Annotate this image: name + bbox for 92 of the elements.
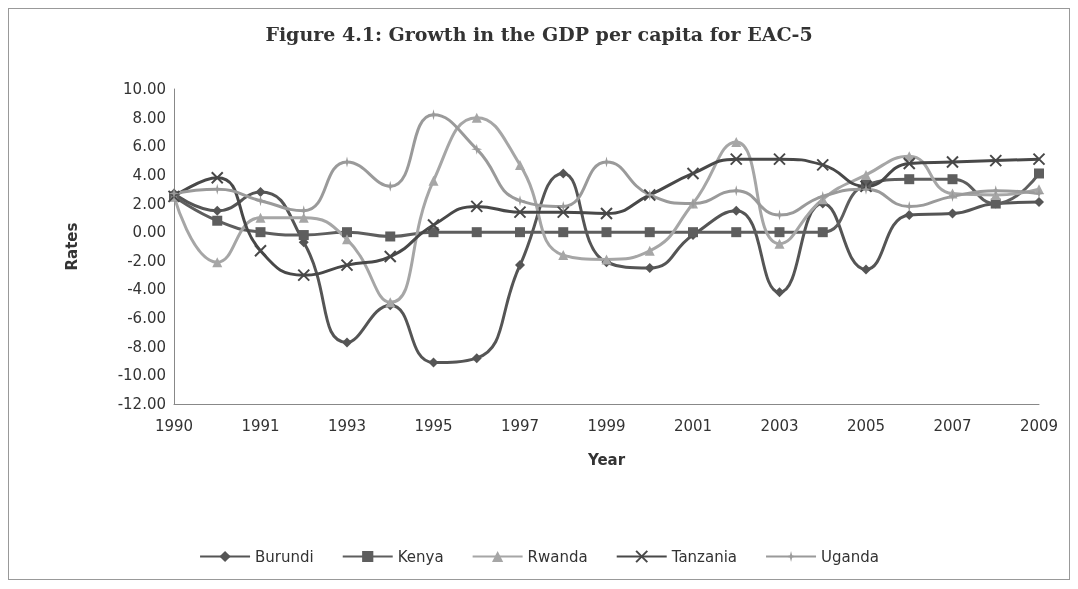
x-tick-label: 1995: [414, 416, 453, 435]
point: [255, 227, 266, 238]
legend-label: Kenya: [397, 547, 444, 566]
point: [515, 159, 525, 170]
y-tick-label: -8.00: [127, 337, 166, 356]
x-tick-label: 1997: [500, 416, 540, 435]
point: [298, 212, 309, 223]
x-tick-label: 1999: [587, 416, 626, 435]
legend-label: Rwanda: [527, 547, 588, 566]
point: [514, 195, 526, 207]
point: [601, 227, 612, 238]
point: [212, 257, 223, 268]
y-tick-label: -10.00: [117, 366, 166, 385]
point: [774, 287, 785, 298]
point: [686, 166, 700, 180]
point: [902, 156, 916, 170]
point: [383, 250, 397, 264]
point: [558, 227, 569, 238]
point: [556, 205, 570, 219]
point: [600, 207, 613, 221]
point: [471, 143, 483, 155]
point: [297, 268, 311, 282]
point: [947, 174, 958, 185]
point: [904, 174, 915, 185]
y-tick-label: -12.00: [117, 395, 166, 413]
point: [471, 227, 482, 238]
point: [1034, 197, 1044, 208]
point: [558, 250, 569, 261]
legend-label: Burundi: [255, 547, 314, 566]
point: [774, 227, 785, 238]
point: [861, 169, 871, 180]
point: [513, 205, 527, 219]
y-axis-title: Rates: [62, 222, 81, 271]
y-tick-label: 6.00: [132, 137, 166, 156]
y-tick-label: 8.00: [132, 108, 166, 127]
point: [557, 200, 569, 212]
point: [861, 264, 871, 275]
y-tick-label: -4.00: [127, 280, 166, 299]
point: [860, 183, 872, 195]
point: [731, 227, 742, 238]
point: [731, 205, 742, 216]
x-tick-label: 1993: [327, 416, 367, 435]
point: [947, 208, 958, 219]
legend-label: Tanzania: [670, 547, 738, 566]
legend-label: Uganda: [821, 547, 879, 566]
y-tick-label: 2.00: [132, 194, 166, 213]
point: [255, 195, 266, 207]
x-tick-label: 2005: [846, 416, 886, 435]
point: [731, 136, 742, 147]
y-tick-label: -2.00: [127, 251, 166, 270]
x-tick-label: 2003: [760, 416, 799, 435]
chart-title: Figure 4.1: Growth in the GDP per capita for EAC-5: [265, 22, 813, 45]
point: [946, 155, 959, 169]
point: [427, 218, 440, 232]
point: [255, 187, 266, 198]
point: [255, 212, 266, 223]
point: [773, 152, 786, 166]
y-tick-label: -6.00: [127, 309, 166, 328]
point: [558, 168, 569, 179]
point: [729, 152, 743, 166]
point: [774, 238, 785, 249]
point: [340, 258, 354, 272]
point: [515, 227, 525, 238]
y-tick-label: 4.00: [132, 165, 166, 184]
point: [342, 234, 352, 245]
point: [298, 230, 309, 241]
y-tick-label: 10.00: [123, 80, 166, 98]
point: [1034, 168, 1044, 179]
point: [428, 175, 439, 186]
point: [816, 158, 830, 172]
x-axis-title: Year: [586, 450, 626, 469]
point: [644, 245, 655, 256]
point: [989, 154, 1003, 168]
point: [470, 199, 484, 213]
point: [515, 260, 525, 271]
point: [385, 231, 396, 242]
y-tick-label: 0.00: [132, 223, 166, 242]
point: [1032, 152, 1046, 166]
point: [817, 227, 828, 238]
point: [342, 227, 352, 238]
point: [644, 227, 655, 238]
point: [254, 244, 267, 258]
x-tick-label: 1991: [241, 416, 280, 435]
x-tick-label: 2001: [673, 416, 713, 435]
point: [471, 112, 482, 123]
point: [471, 353, 482, 364]
point: [210, 171, 224, 185]
x-tick-label: 2009: [1019, 416, 1059, 435]
point: [212, 215, 223, 226]
x-tick-label: 2007: [933, 416, 972, 435]
point: [342, 337, 352, 348]
x-tick-label: 1990: [154, 416, 194, 435]
